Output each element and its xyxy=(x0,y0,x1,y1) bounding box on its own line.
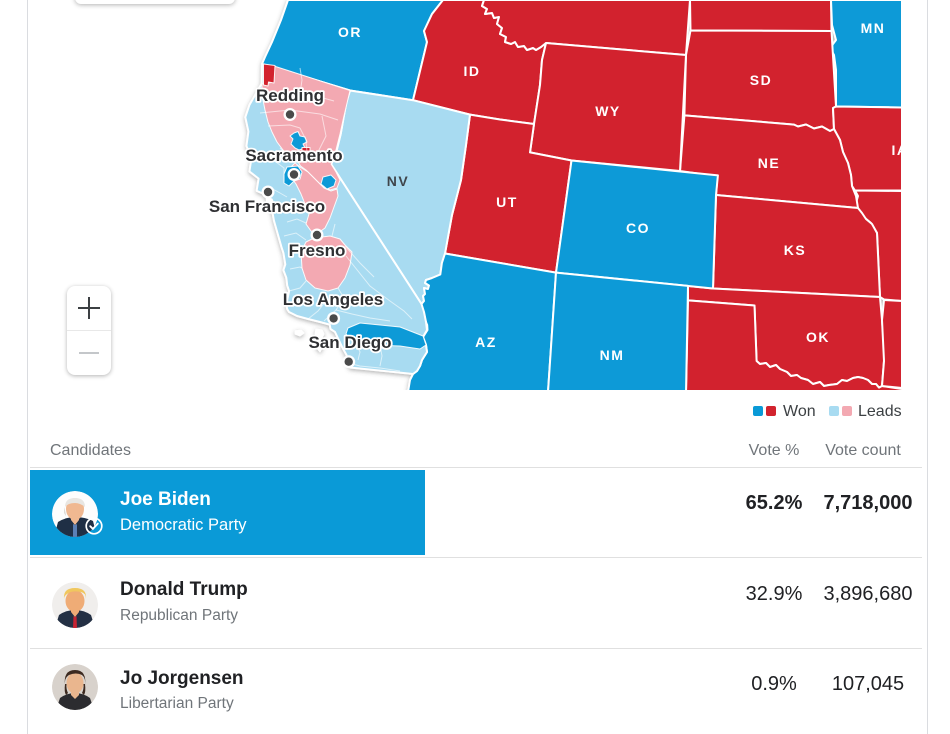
svg-text:ID: ID xyxy=(464,63,481,79)
svg-text:NV: NV xyxy=(387,173,409,189)
svg-text:WY: WY xyxy=(595,103,621,119)
svg-text:NM: NM xyxy=(600,347,625,363)
svg-text:IA: IA xyxy=(892,142,909,158)
svg-text:San Francisco: San Francisco xyxy=(209,197,325,216)
svg-text:CO: CO xyxy=(626,220,650,236)
svg-text:KS: KS xyxy=(784,242,806,258)
svg-text:Sacramento: Sacramento xyxy=(245,146,342,165)
svg-text:Los Angeles: Los Angeles xyxy=(283,290,383,309)
svg-text:NE: NE xyxy=(758,155,780,171)
svg-text:UT: UT xyxy=(496,194,518,210)
svg-text:MN: MN xyxy=(861,20,886,36)
svg-text:Redding: Redding xyxy=(256,86,324,105)
svg-text:SD: SD xyxy=(750,72,772,88)
svg-text:OK: OK xyxy=(806,329,830,345)
svg-text:OR: OR xyxy=(338,24,362,40)
svg-text:Fresno: Fresno xyxy=(289,241,346,260)
svg-text:AZ: AZ xyxy=(475,334,497,350)
svg-text:San Diego: San Diego xyxy=(308,333,391,352)
